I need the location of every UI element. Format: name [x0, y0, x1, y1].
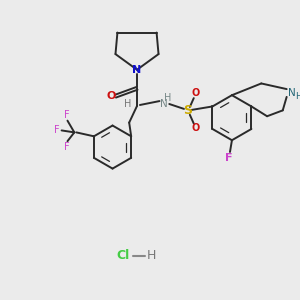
- Text: N: N: [160, 99, 167, 109]
- Text: F: F: [64, 110, 69, 120]
- Text: F: F: [54, 125, 59, 135]
- Text: O: O: [107, 91, 116, 101]
- Text: O: O: [192, 124, 200, 134]
- Text: S: S: [183, 104, 192, 117]
- Text: Cl: Cl: [117, 249, 130, 262]
- Text: O: O: [192, 88, 200, 98]
- Text: N: N: [132, 65, 142, 75]
- Text: F: F: [225, 153, 233, 163]
- Text: H: H: [295, 92, 300, 101]
- Text: F: F: [64, 142, 69, 152]
- Text: N: N: [288, 88, 296, 98]
- Text: H: H: [147, 249, 156, 262]
- Text: H: H: [124, 99, 131, 109]
- Text: H: H: [164, 93, 171, 103]
